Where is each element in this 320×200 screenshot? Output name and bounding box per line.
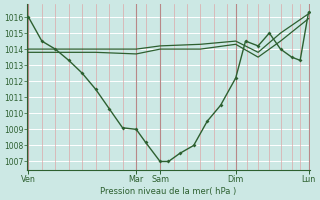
X-axis label: Pression niveau de la mer( hPa ): Pression niveau de la mer( hPa ) xyxy=(100,187,236,196)
